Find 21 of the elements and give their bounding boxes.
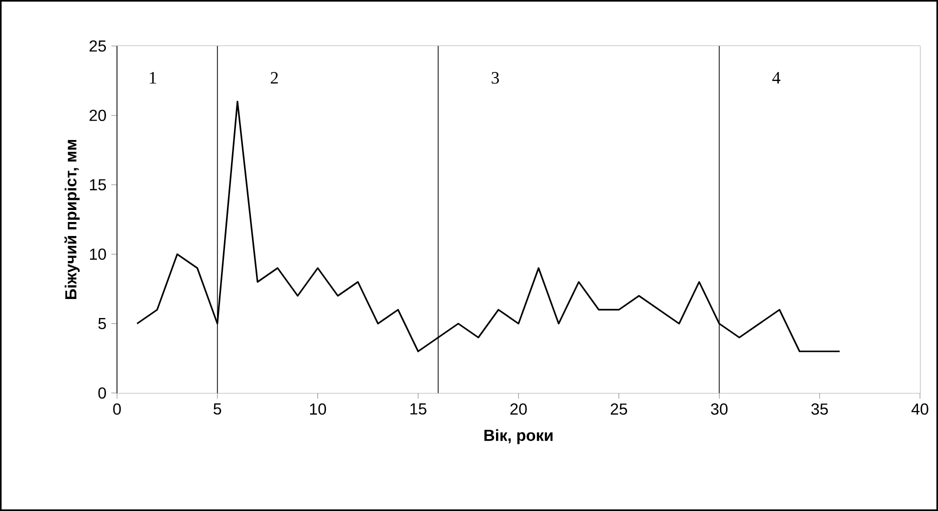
x-tick-label: 35 xyxy=(811,403,828,415)
y-tick-label: 10 xyxy=(90,248,106,260)
x-tick-label: 5 xyxy=(214,403,222,415)
y-tick-label: 25 xyxy=(90,40,106,52)
y-tick-label: 0 xyxy=(98,387,106,399)
x-tick-label: 15 xyxy=(410,403,426,415)
x-tick-label: 20 xyxy=(510,403,527,415)
x-axis-title: Вік, роки xyxy=(484,429,553,444)
y-tick-label: 20 xyxy=(90,110,106,122)
band-label: 3 xyxy=(492,72,499,84)
band-label: 4 xyxy=(772,72,780,84)
x-tick-label: 30 xyxy=(710,403,728,415)
y-tick-label: 5 xyxy=(98,318,106,330)
x-tick-label: 25 xyxy=(610,403,628,415)
x-tick-label: 40 xyxy=(911,403,928,415)
y-tick-label: 15 xyxy=(90,179,106,190)
band-label: 2 xyxy=(270,72,278,84)
band-label: 1 xyxy=(150,72,156,84)
x-tick-label: 10 xyxy=(310,403,326,415)
x-tick-label: 0 xyxy=(113,403,121,415)
y-axis-title: Біжучий приріст, мм xyxy=(64,140,80,300)
